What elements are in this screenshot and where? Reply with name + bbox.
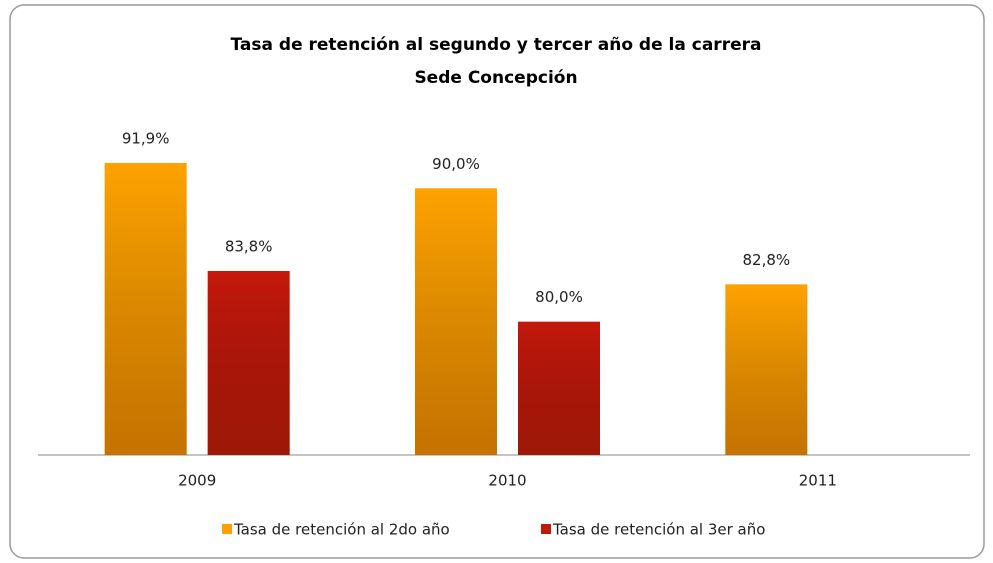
bar-shade — [415, 188, 497, 456]
bar-shade — [725, 284, 808, 455]
chart-title: Tasa de retención al segundo y tercer añ… — [231, 35, 762, 55]
bar-shade — [518, 321, 600, 455]
x-tick-label: 2010 — [488, 472, 526, 490]
data-label: 82,8% — [743, 251, 791, 269]
chart-subtitle: Sede Concepción — [414, 68, 577, 88]
data-label: 91,9% — [122, 130, 170, 148]
bar-shade — [207, 271, 290, 455]
bar-shade — [104, 163, 187, 455]
data-label: 90,0% — [432, 155, 480, 173]
legend-label: Tasa de retención al 3er año — [552, 521, 765, 539]
legend-swatch — [222, 524, 232, 534]
x-tick-label: 2009 — [178, 472, 216, 490]
legend-swatch — [541, 524, 551, 534]
legend-label: Tasa de retención al 2do año — [233, 521, 450, 539]
x-tick-label: 2011 — [799, 472, 837, 490]
data-label: 80,0% — [535, 288, 583, 306]
data-label: 83,8% — [225, 238, 273, 256]
